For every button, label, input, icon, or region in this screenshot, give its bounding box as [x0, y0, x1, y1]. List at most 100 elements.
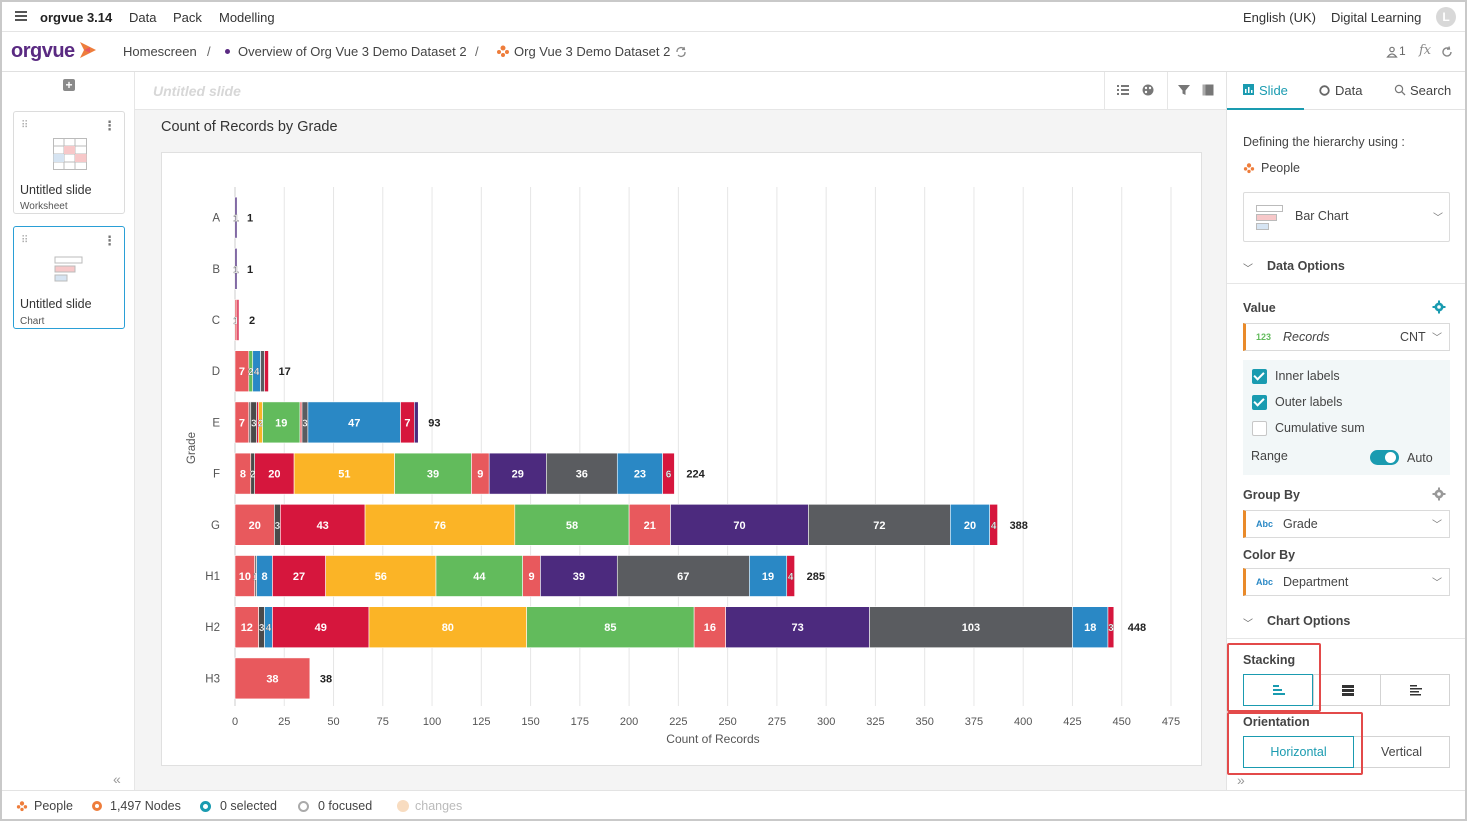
- language-selector[interactable]: English (UK): [1243, 10, 1316, 25]
- slide-canvas: Untitled slide Count of Records by Grade…: [135, 72, 1226, 790]
- chevron-down-icon: ﹀: [1432, 333, 1442, 344]
- more-options-icon[interactable]: ⋮: [103, 118, 116, 133]
- status-bar: People 1,497 Nodes 0 selected 0 focused …: [2, 790, 1465, 819]
- filter-icon[interactable]: [1178, 84, 1190, 96]
- bar-inner-label: 16: [704, 622, 716, 634]
- bar-chart-type-icon: [1256, 205, 1283, 230]
- outer-labels-checkbox[interactable]: [1252, 395, 1267, 410]
- breadcrumb-pack[interactable]: Overview of Org Vue 3 Demo Dataset 2: [238, 44, 467, 59]
- bar-segment: [234, 196, 238, 239]
- bar-inner-label: 8: [261, 571, 267, 583]
- slide-thumbnail-chart[interactable]: ⠿ ⋮ Untitled slide Chart: [13, 226, 125, 329]
- people-icon: [497, 45, 509, 57]
- stacking-full-option[interactable]: [1313, 674, 1381, 706]
- bar-segment: [234, 503, 275, 546]
- orientation-horizontal-label: Horizontal: [1270, 745, 1327, 759]
- hamburger-menu-icon[interactable]: [15, 11, 27, 21]
- breadcrumb-dataset[interactable]: Org Vue 3 Demo Dataset 2: [514, 44, 671, 59]
- sync-icon[interactable]: [675, 46, 687, 58]
- gear-icon[interactable]: [1432, 300, 1446, 314]
- bar-segment: [325, 555, 437, 597]
- orientation-vertical-option[interactable]: Vertical: [1354, 736, 1450, 768]
- bar-total-label: 1: [247, 264, 253, 276]
- add-slide-button[interactable]: +: [63, 79, 75, 91]
- logo-mark-icon: [80, 42, 97, 58]
- x-tick-label: 200: [620, 716, 638, 728]
- bar-inner-label: 2: [248, 367, 254, 378]
- bar-inner-label: 19: [275, 417, 287, 429]
- list-view-icon[interactable]: [1117, 85, 1129, 95]
- chart-options-label: Chart Options: [1267, 614, 1351, 628]
- tab-slide[interactable]: Slide: [1227, 72, 1304, 110]
- expand-right-icon[interactable]: »: [1237, 772, 1245, 788]
- range-auto-toggle[interactable]: [1370, 450, 1399, 465]
- slide-thumbnail-worksheet[interactable]: ⠿ ⋮ Untitled slide Worksheet: [13, 111, 125, 214]
- stacking-grouped-option[interactable]: [1380, 674, 1450, 706]
- formula-icon[interactable]: fx: [1419, 43, 1432, 58]
- bar-inner-label: 1: [233, 214, 239, 225]
- bar-total-label: 448: [1128, 622, 1146, 634]
- bar-segment: [394, 452, 472, 495]
- status-selected[interactable]: 0 selected: [220, 799, 277, 813]
- color-by-label: Color By: [1243, 548, 1296, 562]
- user-avatar[interactable]: L: [1436, 7, 1456, 27]
- cumulative-sum-checkbox[interactable]: [1252, 421, 1267, 436]
- slide-title-input[interactable]: Untitled slide: [153, 83, 241, 99]
- gear-icon[interactable]: [1432, 487, 1446, 501]
- drag-handle-icon[interactable]: ⠿: [21, 235, 28, 246]
- stacking-stacked-option[interactable]: [1243, 674, 1313, 706]
- people-icon: [1243, 163, 1255, 174]
- drag-handle-icon[interactable]: ⠿: [21, 120, 28, 131]
- logo-text: orgvue: [11, 40, 75, 62]
- chart-options-header[interactable]: ﹀ Chart Options: [1227, 607, 1465, 639]
- group-by-selector[interactable]: Abc Grade ﹀: [1243, 510, 1450, 538]
- refresh-icon[interactable]: [1441, 46, 1453, 58]
- menu-data[interactable]: Data: [129, 10, 157, 25]
- breadcrumb-home[interactable]: Homescreen: [123, 44, 197, 59]
- y-tick-label: E: [212, 417, 220, 429]
- value-field-selector[interactable]: 123 Records CNT ﹀: [1243, 323, 1450, 351]
- tab-data[interactable]: Data: [1317, 72, 1387, 110]
- orgvue-logo[interactable]: orgvue: [11, 40, 98, 62]
- bar-inner-label: 70: [733, 520, 745, 532]
- bar-segment: [869, 606, 1073, 649]
- breadcrumb-bar: orgvue Homescreen / Overview of Org Vue …: [2, 32, 1465, 72]
- menu-pack[interactable]: Pack: [173, 10, 202, 25]
- nodes-icon: [92, 801, 102, 811]
- bar-segment: [989, 503, 998, 546]
- panel-icon[interactable]: [1202, 84, 1214, 96]
- tab-search[interactable]: Search: [1392, 72, 1464, 110]
- inner-labels-checkbox[interactable]: [1252, 369, 1267, 384]
- bar-segment: [234, 657, 311, 700]
- bar-segment: [786, 555, 795, 597]
- bar-inner-label: 7: [239, 366, 245, 378]
- user-initial: L: [1442, 10, 1450, 24]
- y-tick-label: D: [212, 366, 220, 378]
- palette-icon[interactable]: [1142, 84, 1154, 96]
- color-by-selector[interactable]: Abc Department ﹀: [1243, 568, 1450, 596]
- slides-panel: + ⠿ ⋮ Untitled slide Worksheet ⠿ ⋮ Untit…: [2, 72, 135, 790]
- status-dataset[interactable]: People: [34, 799, 73, 813]
- bar-segment: [264, 350, 269, 392]
- chart-type-selector[interactable]: Bar Chart ﹀: [1243, 192, 1450, 242]
- more-options-icon[interactable]: ⋮: [103, 233, 116, 248]
- search-icon: [1394, 84, 1406, 96]
- data-options-header[interactable]: ﹀ Data Options: [1227, 252, 1465, 284]
- numeric-type-icon: 123: [1256, 332, 1272, 342]
- status-nodes[interactable]: 1,497 Nodes: [110, 799, 181, 813]
- bar-total-label: 285: [807, 571, 825, 583]
- bar-inner-label: 4: [788, 572, 794, 583]
- workspace-selector[interactable]: Digital Learning: [1331, 10, 1422, 25]
- text-type-icon: Abc: [1256, 577, 1274, 587]
- users-icon[interactable]: [1386, 46, 1398, 58]
- bar-segment: [526, 606, 695, 649]
- bar-inner-label: 38: [266, 673, 278, 685]
- bar-inner-label: 2: [258, 418, 264, 429]
- bar-inner-label: 67: [677, 571, 689, 583]
- bar-segment: [725, 606, 870, 649]
- menu-modelling[interactable]: Modelling: [219, 10, 275, 25]
- status-focused[interactable]: 0 focused: [318, 799, 373, 813]
- orientation-horizontal-option[interactable]: Horizontal: [1243, 736, 1354, 768]
- collapse-left-icon[interactable]: «: [113, 771, 121, 787]
